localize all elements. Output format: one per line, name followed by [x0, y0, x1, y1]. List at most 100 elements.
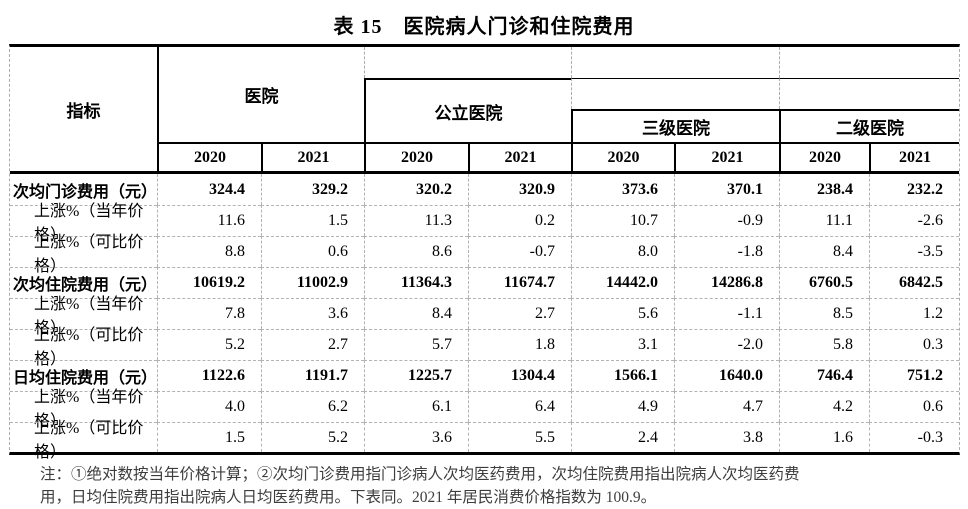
header-cell-public-hospital: 公立医院	[364, 78, 571, 142]
value-cell: 320.9	[468, 174, 571, 205]
value-cell: 11364.3	[364, 267, 468, 298]
value-cell: 1122.6	[157, 360, 261, 391]
value-cell: 1.5	[261, 205, 364, 236]
value-cell: 3.6	[261, 298, 364, 329]
value-cell: 2.4	[571, 422, 674, 452]
value-cell: 7.8	[157, 298, 261, 329]
value-cell: 4.2	[779, 391, 869, 422]
value-cell: 373.6	[571, 174, 674, 205]
footnote-line-1: 注：①绝对数按当年价格计算；②次均门诊费用指门诊病人次均医药费用，次均住院费用指…	[40, 466, 800, 483]
value-cell: 370.1	[674, 174, 779, 205]
value-cell: 324.4	[157, 174, 261, 205]
value-cell: 1225.7	[364, 360, 468, 391]
value-cell: 232.2	[869, 174, 959, 205]
value-cell: 11002.9	[261, 267, 364, 298]
table: 指标 医院 公立医院 三级医院 二级医院 2020 2021 2020 2021…	[9, 44, 960, 461]
value-cell: -1.1	[674, 298, 779, 329]
value-cell: -0.9	[674, 205, 779, 236]
value-cell: 8.4	[779, 236, 869, 267]
value-cell: 751.2	[869, 360, 959, 391]
header-cell-indicator: 指标	[66, 101, 101, 121]
value-cell: 746.4	[779, 360, 869, 391]
value-cell: 320.2	[364, 174, 468, 205]
value-cell: 0.6	[869, 391, 959, 422]
value-cell: 11674.7	[468, 267, 571, 298]
header-separator	[10, 171, 959, 174]
year-header-cell: 2021	[261, 142, 364, 171]
value-cell: 0.2	[468, 205, 571, 236]
value-cell: 11.3	[364, 205, 468, 236]
value-cell: 6.4	[468, 391, 571, 422]
year-header-cell: 2020	[779, 142, 869, 171]
value-cell: 1191.7	[261, 360, 364, 391]
header-empty-cell	[571, 78, 779, 109]
value-cell: -2.6	[869, 205, 959, 236]
footnote-line-2: 用，日均住院费用指出院病人日均医药费用。下表同。2021 年居民消费价格指数为 …	[40, 489, 657, 506]
value-cell: 5.2	[157, 329, 261, 360]
footnote: 注：①绝对数按当年价格计算；②次均门诊费用指门诊病人次均医药费用，次均住院费用指…	[40, 463, 968, 509]
header-cell-hospital: 医院	[157, 47, 364, 142]
value-cell: 1.6	[779, 422, 869, 452]
value-cell: 10.7	[571, 205, 674, 236]
year-header-cell: 2020	[157, 142, 261, 171]
value-cell: 329.2	[261, 174, 364, 205]
value-cell: 1304.4	[468, 360, 571, 391]
value-cell: 0.3	[869, 329, 959, 360]
header-cell-tier3-hospital: 三级医院	[571, 109, 779, 142]
row-label-cell: 次均住院费用（元）	[10, 267, 157, 298]
value-cell: 10619.2	[157, 267, 261, 298]
value-cell: 5.7	[364, 329, 468, 360]
value-cell: 8.0	[571, 236, 674, 267]
row-label-cell: 上涨%（当年价格）	[10, 389, 157, 430]
header-empty-cell	[364, 47, 571, 78]
value-cell: 14286.8	[674, 267, 779, 298]
value-cell: 238.4	[779, 174, 869, 205]
value-cell: 1566.1	[571, 360, 674, 391]
value-cell: 6842.5	[869, 267, 959, 298]
value-cell: 6.2	[261, 391, 364, 422]
header-cell-tier2-hospital: 二级医院	[779, 109, 959, 142]
value-cell: 5.8	[779, 329, 869, 360]
row-label-cell: 上涨%（可比价格）	[10, 420, 157, 461]
value-cell: 4.9	[571, 391, 674, 422]
header-empty-cell	[779, 78, 959, 109]
table-title: 表 15 医院病人门诊和住院费用	[333, 16, 635, 38]
value-cell: 4.0	[157, 391, 261, 422]
value-cell: 8.5	[779, 298, 869, 329]
year-header-cell: 2021	[869, 142, 959, 171]
value-cell: 2.7	[261, 329, 364, 360]
value-cell: -3.5	[869, 236, 959, 267]
year-header-cell: 2021	[674, 142, 779, 171]
value-cell: 8.8	[157, 236, 261, 267]
value-cell: 1640.0	[674, 360, 779, 391]
header-empty-cell	[571, 47, 779, 78]
year-header-cell: 2020	[364, 142, 468, 171]
value-cell: -0.3	[869, 422, 959, 452]
value-cell: 1.2	[869, 298, 959, 329]
value-cell: 5.5	[468, 422, 571, 452]
value-cell: 3.6	[364, 422, 468, 452]
value-cell: 2.7	[468, 298, 571, 329]
value-cell: 6760.5	[779, 267, 869, 298]
year-header-cell: 2021	[468, 142, 571, 171]
row-label-cell: 上涨%（可比价格）	[10, 234, 157, 275]
value-cell: 0.6	[261, 236, 364, 267]
value-cell: 3.8	[674, 422, 779, 452]
value-cell: 8.6	[364, 236, 468, 267]
value-cell: 5.2	[261, 422, 364, 452]
row-label-cell: 上涨%（可比价格）	[10, 327, 157, 368]
value-cell: 8.4	[364, 298, 468, 329]
year-header-cell: 2020	[571, 142, 674, 171]
value-cell: 1.8	[468, 329, 571, 360]
value-cell: 11.1	[779, 205, 869, 236]
value-cell: -2.0	[674, 329, 779, 360]
row-label-cell: 次均门诊费用（元）	[13, 183, 158, 201]
header-empty-cell	[779, 47, 959, 78]
row-label-cell: 日均住院费用（元）	[10, 360, 157, 391]
value-cell: 1.5	[157, 422, 261, 452]
value-cell: 3.1	[571, 329, 674, 360]
value-cell: 4.7	[674, 391, 779, 422]
value-cell: -1.8	[674, 236, 779, 267]
value-cell: -0.7	[468, 236, 571, 267]
value-cell: 11.6	[157, 205, 261, 236]
